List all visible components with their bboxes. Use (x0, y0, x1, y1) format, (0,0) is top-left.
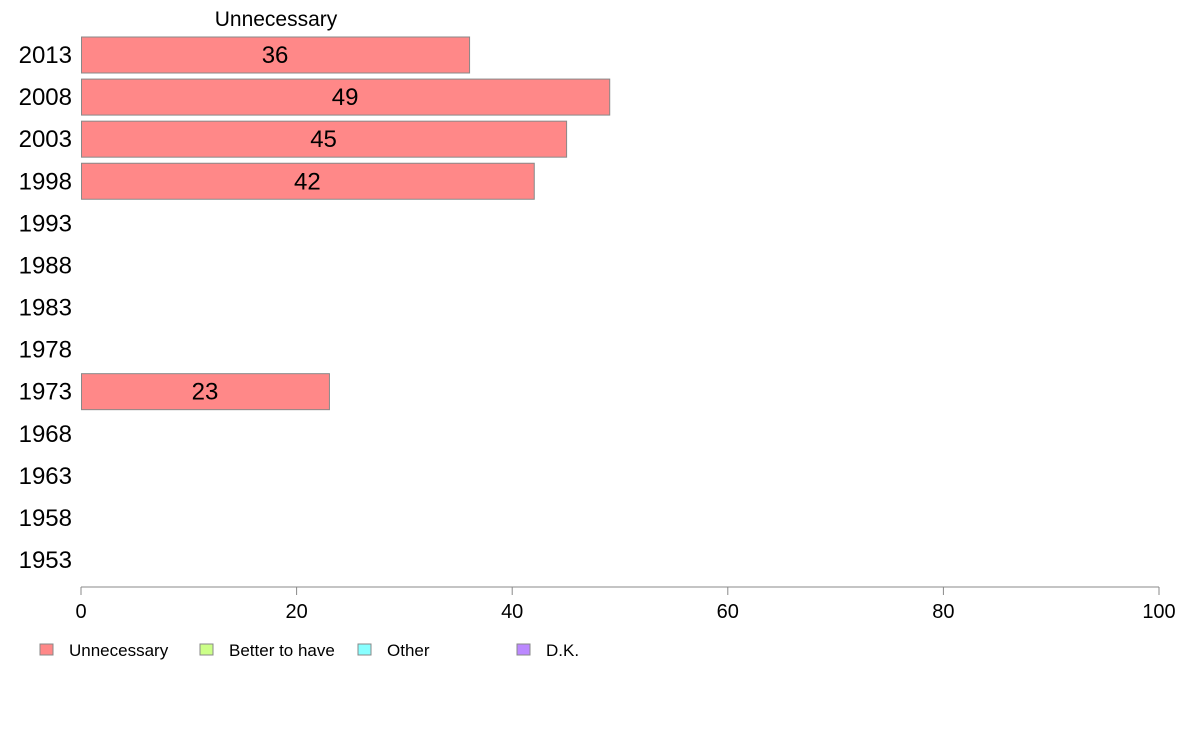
legend-label: Other (387, 641, 430, 660)
y-tick-label: 2003 (19, 126, 72, 153)
legend: Unnecessary Better to have Other D.K. (39, 641, 579, 660)
bar (81, 36, 471, 74)
chart-title: Unnecessary (215, 8, 338, 31)
x-tick-label: 60 (717, 601, 739, 623)
bars-group (81, 36, 611, 411)
legend-swatch (199, 643, 214, 656)
y-tick-label: 2008 (19, 84, 72, 111)
y-tick-label: 1968 (19, 421, 72, 448)
y-tick-label: 1973 (19, 379, 72, 406)
bar (81, 162, 535, 200)
x-tick-label: 40 (501, 601, 523, 623)
x-tick-label: 20 (285, 601, 307, 623)
legend-swatch (516, 643, 531, 656)
y-tick-label: 1978 (19, 337, 72, 364)
y-tick-label: 2013 (19, 42, 72, 69)
x-tick-label: 100 (1142, 601, 1175, 623)
bar-value-label: 42 (294, 168, 321, 195)
y-tick-label: 1958 (19, 505, 72, 532)
bar (81, 373, 330, 411)
legend-label: Better to have (229, 641, 335, 660)
y-tick-label: 1953 (19, 547, 72, 574)
legend-label: D.K. (546, 641, 579, 660)
y-tick-label: 1993 (19, 210, 72, 237)
legend-swatch (39, 643, 54, 656)
x-tick-label: 80 (932, 601, 954, 623)
x-axis: 0 20 40 60 80 100 (75, 586, 1176, 623)
bar-labels-group: 36 49 45 42 23 (192, 42, 359, 406)
x-tick-label: 0 (75, 601, 86, 623)
bar-value-label: 36 (262, 42, 289, 69)
bar (81, 120, 568, 158)
y-tick-label: 1988 (19, 252, 72, 279)
y-axis: 2013 2008 2003 1998 1993 1988 1983 1978 1973 1968… (19, 42, 72, 574)
legend-label: Unnecessary (69, 641, 169, 660)
bar-value-label: 49 (332, 84, 359, 111)
y-tick-label: 1998 (19, 168, 72, 195)
bar-value-label: 23 (192, 379, 219, 406)
bar (81, 78, 611, 116)
bar-value-label: 45 (310, 126, 337, 153)
y-tick-label: 1983 (19, 295, 72, 322)
legend-swatch (357, 643, 372, 656)
y-tick-label: 1963 (19, 463, 72, 490)
